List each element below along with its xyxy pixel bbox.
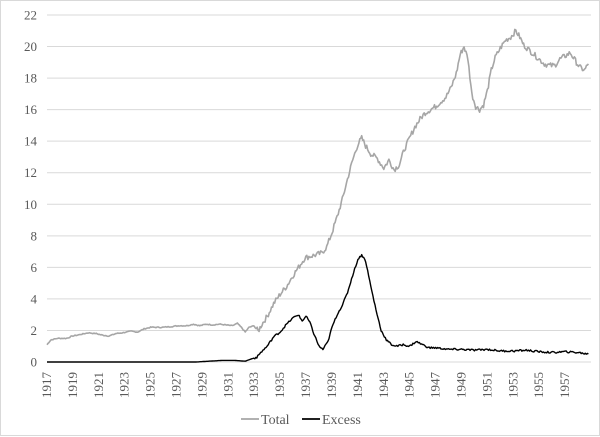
x-tick-label: 1957 [557,372,572,399]
x-tick-label: 1953 [505,372,520,398]
x-tick-label: 1931 [220,372,235,398]
y-tick-label: 22 [24,8,37,23]
series-lines [46,28,590,363]
y-tick-label: 0 [31,355,38,370]
y-tick-label: 18 [24,71,37,86]
x-tick-label: 1949 [453,372,468,398]
x-tick-label: 1923 [117,372,132,398]
x-tick-label: 1917 [39,372,54,399]
x-tick-label: 1941 [350,372,365,398]
x-tick-label: 1927 [169,372,184,399]
gridlines [47,14,591,331]
x-tick-label: 1955 [531,372,546,398]
y-axis-ticks: 0 2 4 6 8 10 12 14 16 18 20 22 [24,8,38,370]
x-tick-label: 1933 [246,372,261,398]
x-tick-label: 1947 [428,372,443,399]
series-line-total [46,28,590,346]
x-axis-ticks: 1917 1919 1921 1923 1925 1927 1929 1931 1933 1935… [39,372,572,399]
y-tick-label: 12 [24,165,37,180]
series-line-excess [47,253,589,363]
legend-label: Total [261,413,290,428]
x-tick-label: 1921 [91,372,106,398]
x-tick-label: 1929 [194,372,209,398]
y-tick-label: 6 [31,260,38,275]
y-tick-label: 14 [24,134,38,149]
x-tick-label: 1925 [143,372,158,398]
y-tick-label: 4 [31,291,38,306]
legend-label: Excess [322,413,361,428]
x-tick-label: 1937 [298,372,313,399]
y-tick-label: 8 [31,228,38,243]
legend: Total Excess [241,413,361,428]
x-tick-label: 1945 [402,372,417,398]
x-tick-label: 1935 [272,372,287,398]
y-tick-label: 2 [31,323,38,338]
x-tick-label: 1951 [479,372,494,398]
x-tick-label: 1939 [324,372,339,398]
x-tick-label: 1919 [65,372,80,398]
y-tick-label: 16 [24,102,38,117]
x-tick-label: 1943 [376,372,391,398]
y-tick-label: 10 [24,197,37,212]
y-tick-label: 20 [24,39,37,54]
